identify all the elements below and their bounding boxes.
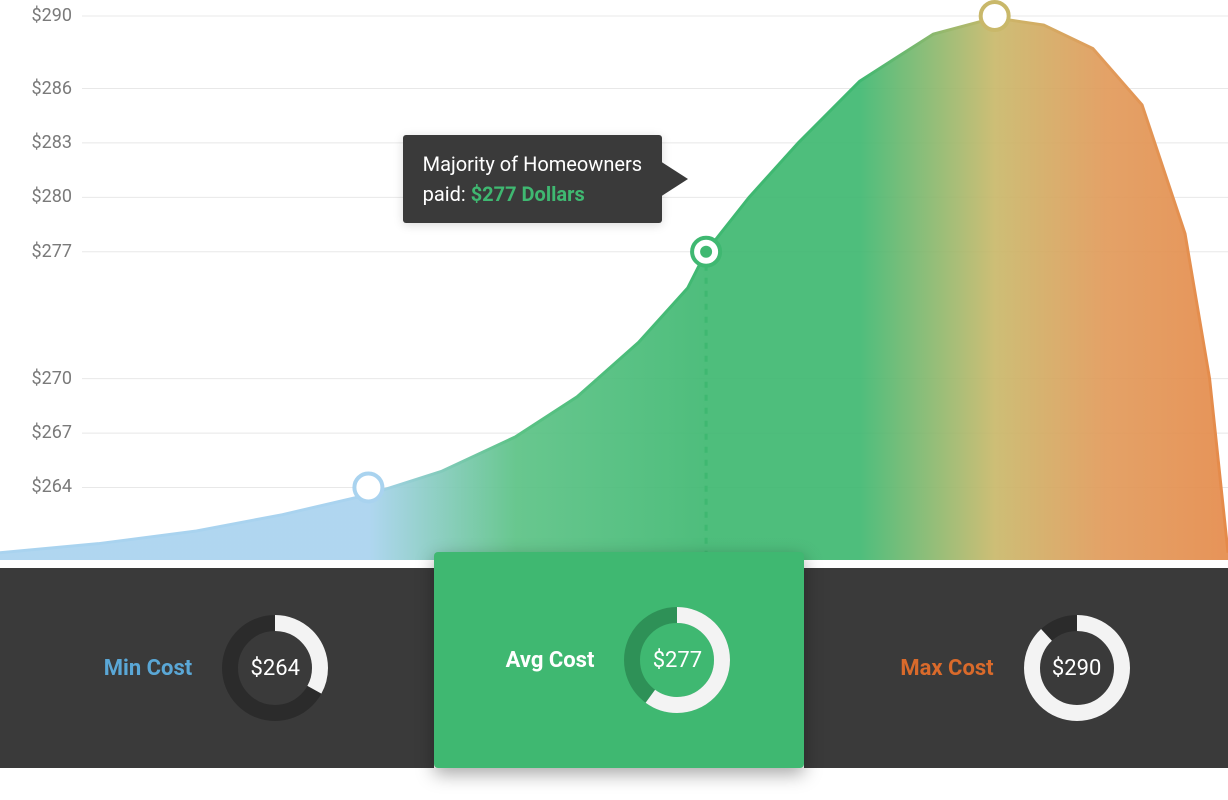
- y-tick-label: $267: [12, 422, 72, 443]
- tooltip-line1: Majority of Homeowners: [423, 149, 642, 179]
- y-tick-label: $264: [12, 476, 72, 497]
- max-cost-label: Max Cost: [900, 656, 993, 681]
- min-cost-card: Min Cost $264: [0, 568, 434, 768]
- max-cost-value: $290: [1022, 613, 1132, 723]
- min-cost-value: $264: [220, 613, 330, 723]
- max-cost-donut: $290: [1022, 613, 1132, 723]
- max-cost-card: Max Cost $290: [804, 568, 1228, 768]
- y-tick-label: $283: [12, 132, 72, 153]
- cost-distribution-chart: $264 $267 $270 $277 $280 $283 $286 $290 Majorit…: [0, 0, 1228, 560]
- y-tick-label: $270: [12, 368, 72, 389]
- tooltip-prefix: paid:: [423, 182, 471, 206]
- min-cost-donut: $264: [220, 613, 330, 723]
- y-tick-label: $290: [12, 5, 72, 26]
- avg-cost-value: $277: [622, 605, 732, 715]
- tooltip-line2: paid: $277 Dollars: [423, 179, 642, 209]
- summary-cards-row: Min Cost $264 Avg Cost $277 Max Cost $29…: [0, 560, 1228, 775]
- chart-svg: [0, 0, 1228, 560]
- avg-cost-donut: $277: [622, 605, 732, 715]
- tooltip-arrow-icon: [660, 161, 688, 197]
- chart-tooltip: Majority of Homeowners paid: $277 Dollar…: [403, 135, 662, 223]
- tooltip-value: $277 Dollars: [471, 182, 585, 206]
- y-tick-label: $280: [12, 186, 72, 207]
- y-tick-label: $277: [12, 241, 72, 262]
- y-tick-label: $286: [12, 78, 72, 99]
- avg-cost-card: Avg Cost $277: [434, 552, 804, 768]
- min-cost-label: Min Cost: [104, 656, 192, 681]
- avg-cost-label: Avg Cost: [506, 648, 595, 673]
